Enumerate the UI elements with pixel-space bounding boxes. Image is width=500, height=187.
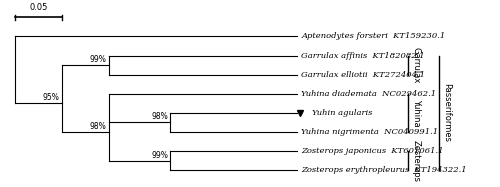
Text: Garrulax affinis  KT182082.1: Garrulax affinis KT182082.1 [301, 52, 425, 60]
Text: Yuhin agularis: Yuhin agularis [312, 109, 372, 117]
Text: Yuhina: Yuhina [412, 99, 421, 127]
Text: Garrulax elliotii  KT272404.1: Garrulax elliotii KT272404.1 [301, 71, 425, 79]
Text: 99%: 99% [151, 151, 168, 160]
Text: 98%: 98% [151, 112, 168, 121]
Text: 0.05: 0.05 [29, 3, 48, 12]
Text: 99%: 99% [90, 55, 106, 64]
Text: Aptenodytes forsteri  KT159230.1: Aptenodytes forsteri KT159230.1 [301, 33, 446, 40]
Text: Passeriformes: Passeriformes [442, 83, 452, 142]
Text: Yuhina nigrimenta  NC040991.1: Yuhina nigrimenta NC040991.1 [301, 128, 438, 136]
Text: Zosterops erythropleurus  KT194322.1: Zosterops erythropleurus KT194322.1 [301, 166, 467, 174]
Text: Zosterops japonicus  KT601061.1: Zosterops japonicus KT601061.1 [301, 147, 444, 155]
Text: Zosterops: Zosterops [412, 140, 421, 182]
Text: 95%: 95% [42, 93, 59, 102]
Text: Yuhina diademata  NC029462.1: Yuhina diademata NC029462.1 [301, 90, 436, 98]
Text: 98%: 98% [90, 122, 106, 131]
Text: Garrulax: Garrulax [412, 47, 421, 83]
